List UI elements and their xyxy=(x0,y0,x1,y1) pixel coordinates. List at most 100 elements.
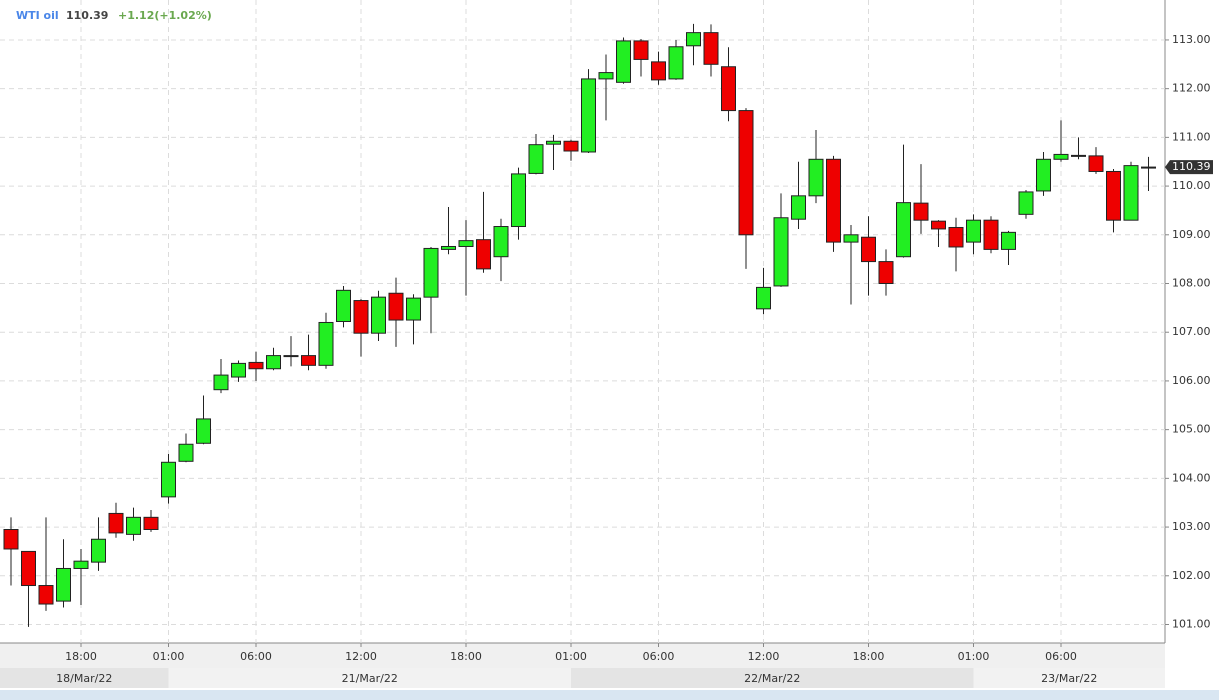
candle-body xyxy=(161,461,176,498)
candle-body xyxy=(336,289,351,323)
candle-body xyxy=(686,32,701,47)
candle-body xyxy=(511,173,526,228)
y-tick-label: 101.00 xyxy=(1172,617,1211,630)
candle-body xyxy=(808,158,824,197)
x-tick-label: 06:00 xyxy=(643,650,675,663)
candle-body xyxy=(266,355,281,370)
candle-body xyxy=(458,240,474,247)
candle-body xyxy=(668,46,684,80)
candle-body xyxy=(1053,153,1069,160)
price-change: +1.12(+1.02%) xyxy=(118,9,212,22)
candle-body xyxy=(38,585,54,605)
candle-body xyxy=(318,321,334,366)
candle-body xyxy=(283,355,299,358)
candle-body xyxy=(1018,191,1034,215)
candle-body xyxy=(1088,155,1104,172)
candle-body xyxy=(598,72,614,80)
candle-body xyxy=(913,202,929,221)
candle-body xyxy=(1001,231,1016,250)
y-tick-label: 104.00 xyxy=(1172,471,1211,484)
x-tick-label: 06:00 xyxy=(1045,650,1077,663)
candle-body xyxy=(616,40,631,83)
candle-body xyxy=(91,538,106,563)
y-tick-label: 112.00 xyxy=(1172,82,1211,95)
y-tick-label: 113.00 xyxy=(1172,33,1211,46)
candle-body xyxy=(1036,158,1051,192)
y-tick-label: 110.00 xyxy=(1172,179,1211,192)
candle-body xyxy=(528,144,544,174)
candle-body xyxy=(843,234,859,243)
y-tick-label: 103.00 xyxy=(1172,520,1211,533)
date-label: 23/Mar/22 xyxy=(1041,672,1097,685)
candle-body xyxy=(878,261,894,285)
candle-body xyxy=(3,529,19,550)
candle-body xyxy=(108,512,124,534)
candle-body xyxy=(756,286,771,310)
candle-body xyxy=(861,236,876,263)
x-tick-label: 18:00 xyxy=(450,650,482,663)
candle-body xyxy=(633,40,649,60)
x-axis-band xyxy=(0,643,1165,668)
candle-body xyxy=(406,297,421,321)
x-tick-label: 01:00 xyxy=(958,650,990,663)
candle-body xyxy=(948,226,964,248)
candle-body xyxy=(966,219,981,243)
candle-body xyxy=(353,300,369,334)
date-band xyxy=(571,668,974,688)
date-label: 18/Mar/22 xyxy=(56,672,112,685)
x-tick-label: 01:00 xyxy=(555,650,587,663)
candle-body xyxy=(126,516,141,535)
price-tag xyxy=(1165,160,1213,175)
candle-body xyxy=(21,550,36,587)
last-price: 110.39 xyxy=(66,9,108,22)
y-tick-label: 106.00 xyxy=(1172,374,1211,387)
date-label: 22/Mar/22 xyxy=(744,672,800,685)
candle-body xyxy=(143,516,159,531)
candle-body xyxy=(301,355,316,366)
x-tick-label: 06:00 xyxy=(240,650,272,663)
candle-body xyxy=(703,32,719,65)
candle-body xyxy=(1071,154,1086,157)
x-tick-label: 01:00 xyxy=(153,650,185,663)
candle-body xyxy=(773,217,789,287)
y-tick-label: 107.00 xyxy=(1172,325,1211,338)
candle-body xyxy=(1123,165,1139,221)
date-band xyxy=(168,668,571,688)
candle-body xyxy=(581,78,596,153)
candle-body xyxy=(231,362,246,378)
candle-body xyxy=(1141,166,1156,169)
candle-body xyxy=(546,140,561,145)
candle-body xyxy=(196,418,211,444)
candle-body xyxy=(931,220,946,230)
x-tick-label: 18:00 xyxy=(853,650,885,663)
date-label: 21/Mar/22 xyxy=(342,672,398,685)
y-tick-label: 111.00 xyxy=(1172,130,1211,143)
candle-body xyxy=(493,226,509,258)
candle-body xyxy=(73,560,89,569)
date-band xyxy=(973,668,1165,688)
candle-body xyxy=(896,202,911,258)
chart-title: WTI oil xyxy=(16,9,59,22)
candle-body xyxy=(178,443,194,462)
y-tick-label: 105.00 xyxy=(1172,423,1211,436)
y-tick-label: 102.00 xyxy=(1172,569,1211,582)
candle-body xyxy=(476,239,491,270)
candle-body xyxy=(248,361,264,370)
candle-body xyxy=(441,245,456,250)
candle-body xyxy=(721,66,736,112)
candle-body xyxy=(738,110,754,236)
candle-body xyxy=(983,219,999,250)
candle-body xyxy=(563,140,579,152)
candle-body xyxy=(826,158,841,243)
candle-body xyxy=(791,195,806,220)
price-tag-label: 110.39 xyxy=(1172,160,1211,173)
x-tick-label: 12:00 xyxy=(345,650,377,663)
x-tick-label: 12:00 xyxy=(748,650,780,663)
date-band xyxy=(0,668,169,688)
candle-body xyxy=(1106,170,1121,221)
x-tick-label: 18:00 xyxy=(65,650,97,663)
candle-body xyxy=(423,247,439,298)
